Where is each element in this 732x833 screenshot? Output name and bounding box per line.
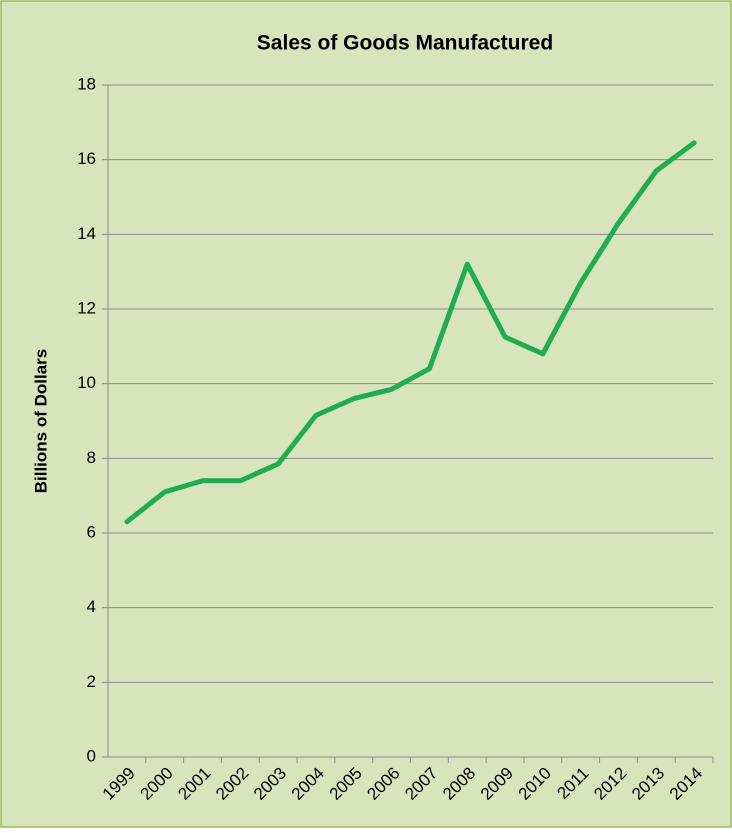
y-tick-label: 2 (87, 672, 96, 691)
y-tick-label: 18 (77, 74, 96, 93)
y-tick-label: 14 (77, 224, 96, 243)
y-tick-label: 0 (87, 746, 96, 765)
y-tick-label: 4 (87, 597, 96, 616)
y-tick-label: 12 (77, 298, 96, 317)
y-tick-label: 16 (77, 149, 96, 168)
y-tick-label: 6 (87, 522, 96, 541)
y-tick-label: 10 (77, 373, 96, 392)
data-line (124, 140, 697, 525)
y-tick-label: 8 (87, 448, 96, 467)
y-axis-label: Billions of Dollars (31, 349, 50, 494)
chart-title: Sales of Goods Manufactured (257, 32, 553, 55)
